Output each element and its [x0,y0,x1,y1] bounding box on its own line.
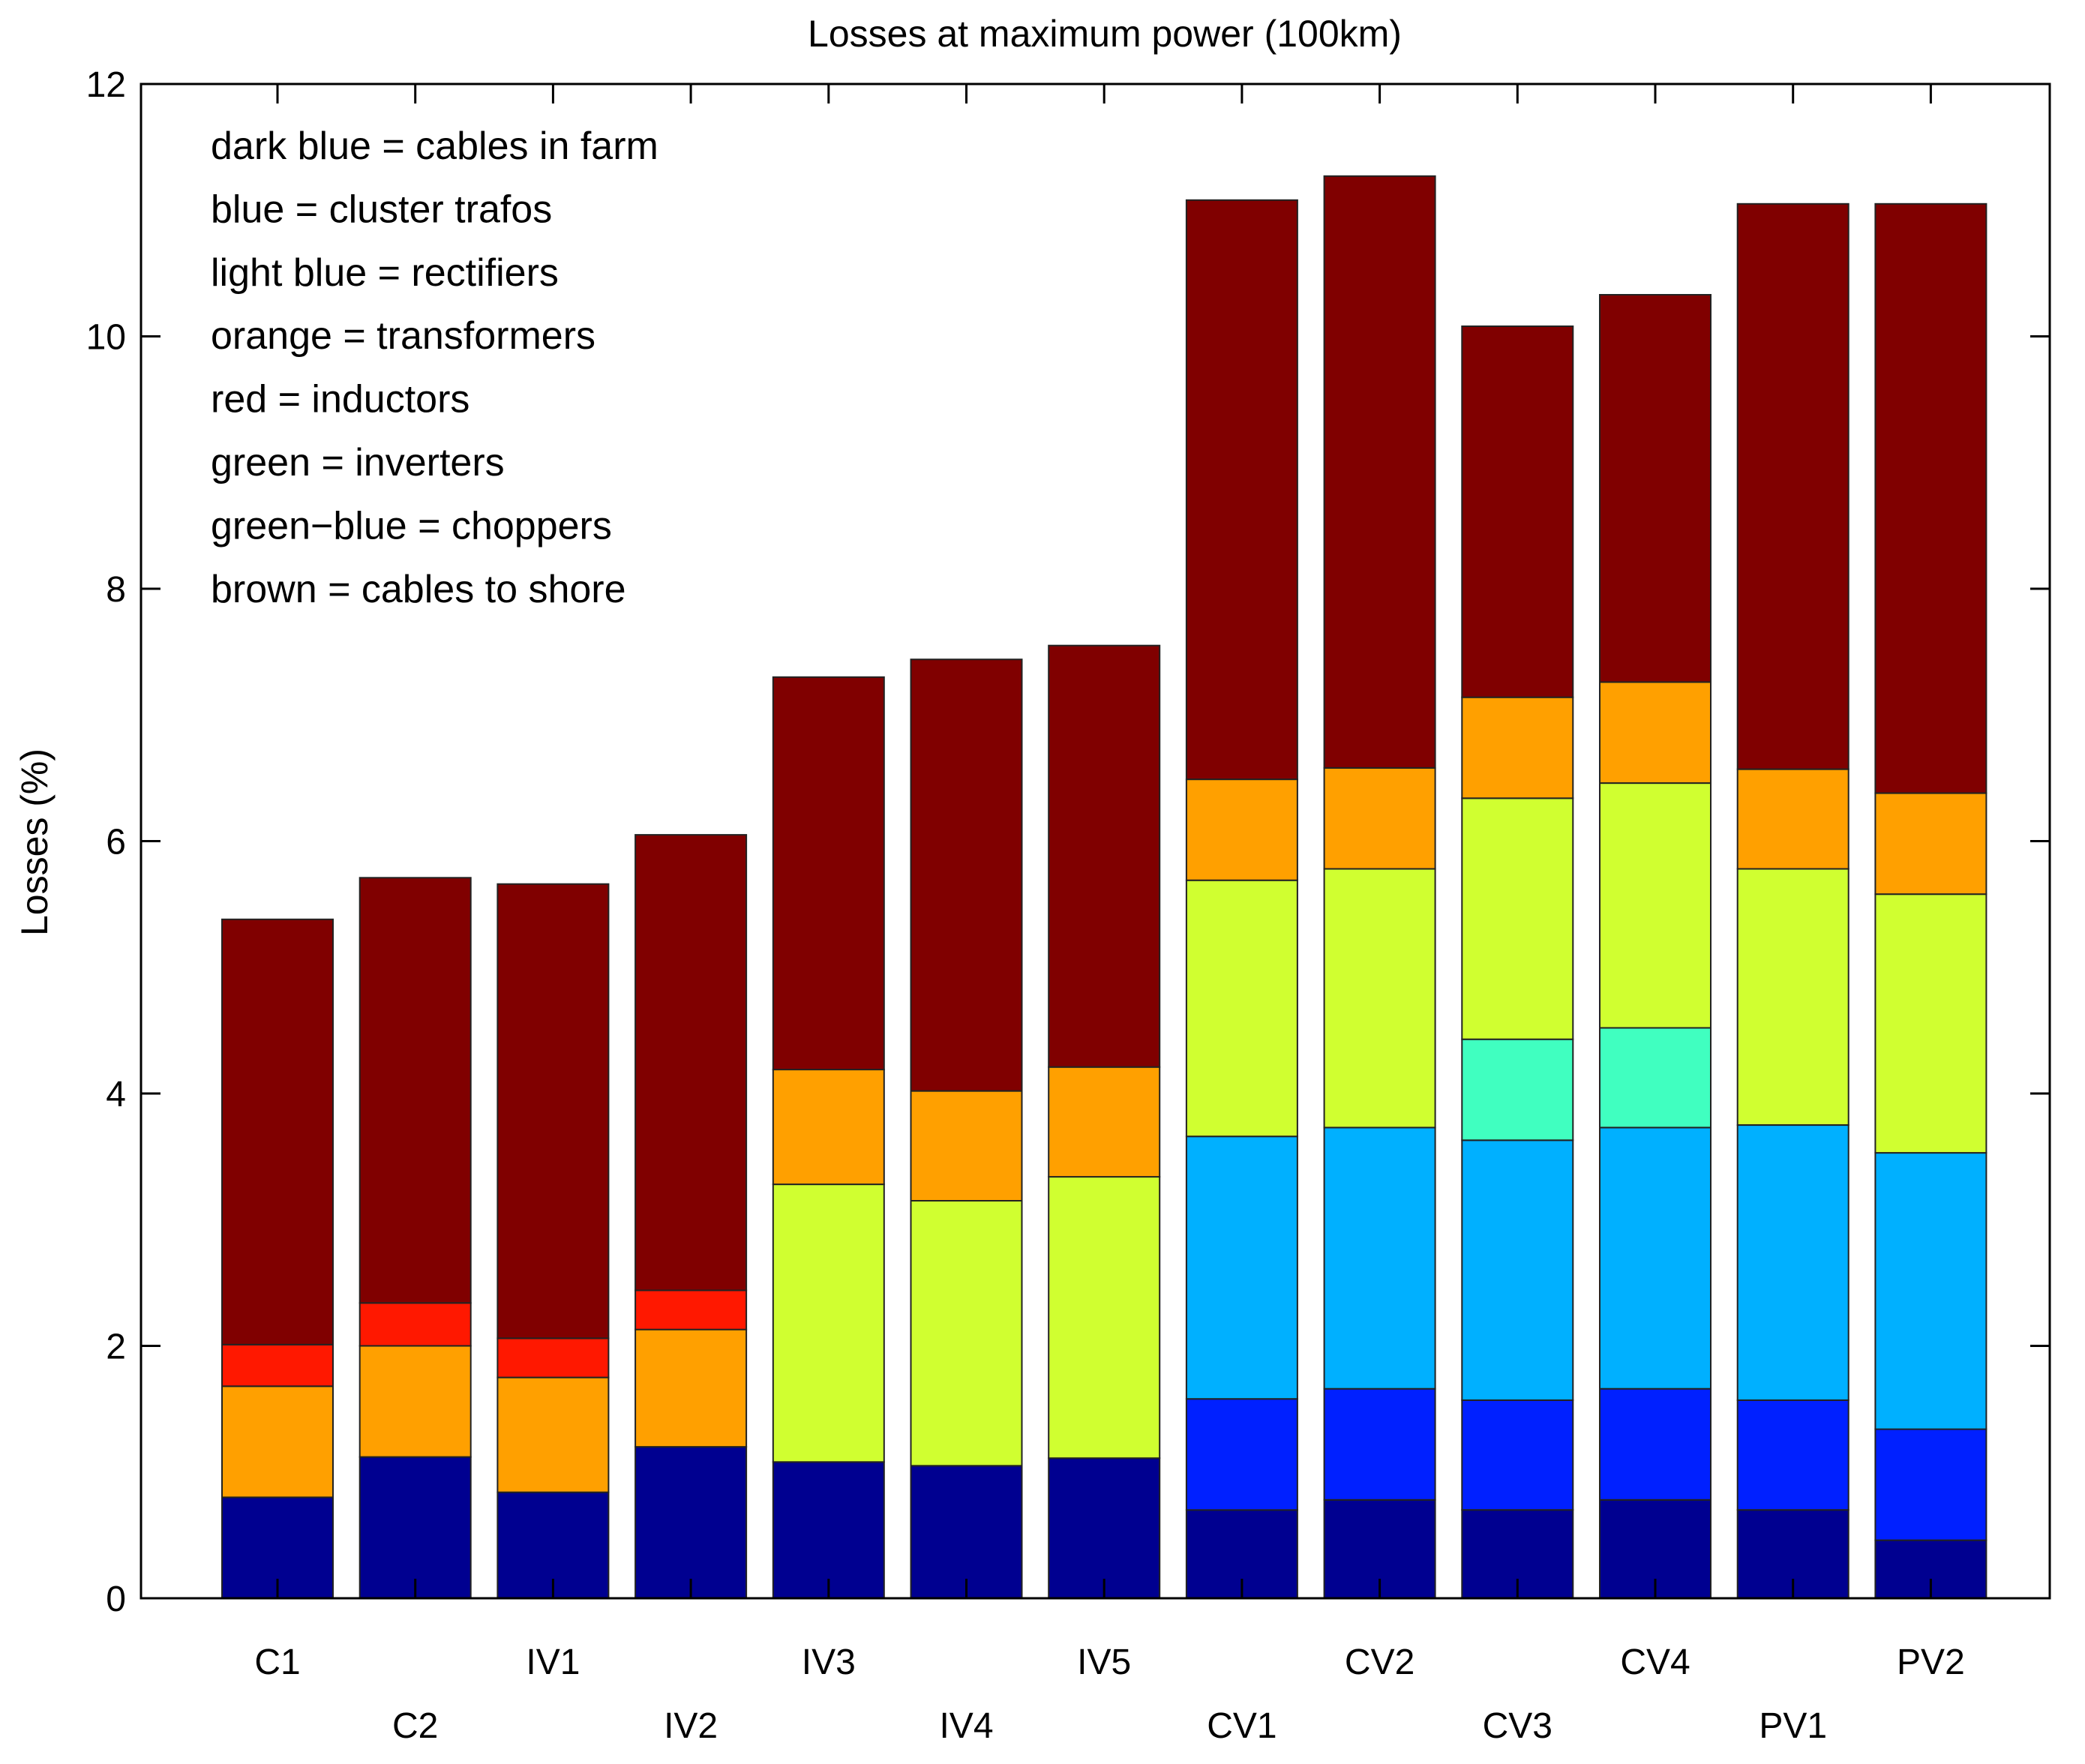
y-tick-label: 0 [106,1580,126,1619]
bar-segment-cv3-cables-to-shore [1461,326,1574,698]
legend-line-4: orange = transformers [211,314,596,358]
bar-segment-cv2-cluster-trafos [1323,1388,1436,1501]
x-tick-label-cv2: CV2 [1345,1642,1414,1682]
bar-segment-iv4-inverters [910,1200,1023,1467]
bar-segment-iv4-cables-to-shore [910,658,1023,1092]
bar-segment-pv2-inverters [1874,893,1988,1154]
bar-segment-cv2-cables-to-shore [1323,175,1436,769]
x-axis: C1 C2 IV1 IV2 IV3 IV4 IV5 CV1 CV2 CV3 CV4 PV1 PV2 [254,84,1965,1746]
x-tick-label-iv2: IV2 [664,1706,718,1746]
bar-segment-iv5-cables-to-shore [1048,644,1161,1068]
bar-segment-iv1-cables-to-shore [496,883,610,1340]
bar-segment-iv2-cables-to-shore [634,834,748,1292]
y-axis: 0 2 4 6 8 10 12 [86,65,2050,1619]
legend-line-6: green = inverters [211,441,505,484]
bar-segment-iv5-inverters [1048,1176,1161,1460]
y-tick-label: 6 [106,823,126,862]
bar-segment-pv2-rectifiers [1874,1152,1988,1430]
bar-segment-cv4-cluster-trafos [1599,1388,1712,1501]
bar-segment-cv2-inverters [1323,868,1436,1129]
legend-line-7: green−blue = choppers [211,504,612,548]
bar-segment-pv1-inverters [1736,868,1850,1126]
chart-title: Losses at maximum power (100km) [808,13,1402,55]
legend-line-5: red = inductors [211,378,470,422]
bar-segment-cv3-transformers [1461,696,1574,800]
bar-segment-cv1-rectifiers [1185,1136,1298,1400]
bar-segment-c1-inductors [221,1343,334,1388]
y-tick-label: 2 [106,1328,126,1367]
y-tick-label: 10 [86,318,126,358]
x-tick-label-iv4: IV4 [939,1706,993,1746]
x-tick-label-cv4: CV4 [1620,1642,1690,1682]
bar-segment-pv1-rectifiers [1736,1124,1850,1401]
bar-segment-cv3-cluster-trafos [1461,1399,1574,1511]
bar-segment-cv1-cables-to-shore [1185,199,1298,781]
bar-segment-cv1-inverters [1185,879,1298,1138]
y-tick-label: 12 [86,65,126,105]
bar-segment-iv1-transformers [496,1376,610,1493]
x-tick-label-iv3: IV3 [802,1642,856,1682]
bar-segment-iv5-transformers [1048,1066,1161,1178]
x-tick-label-cv3: CV3 [1483,1706,1552,1746]
x-tick-label-cv1: CV1 [1207,1706,1276,1746]
legend-line-2: blue = cluster trafos [211,188,552,231]
bar-segment-cv3-choppers [1461,1038,1574,1142]
x-tick-label-iv5: IV5 [1077,1642,1131,1682]
bar-segment-cv1-transformers [1185,778,1298,881]
x-tick-label-c2: C2 [392,1706,438,1746]
x-tick-label-c1: C1 [254,1642,300,1682]
legend-line-3: light blue = rectifiers [211,251,559,295]
bar-segment-c2-cables-in-farm [358,1456,472,1599]
bar-segment-pv2-cluster-trafos [1874,1428,1988,1541]
x-tick-label-iv1: IV1 [526,1642,580,1682]
bar-segment-c1-cables-to-shore [221,918,334,1346]
bar-segment-iv2-inductors [634,1289,748,1330]
bar-segment-iv4-cables-in-farm [910,1465,1023,1600]
bar-segment-c2-transformers [358,1345,472,1458]
bar-segment-iv2-transformers [634,1328,748,1448]
x-tick-label-pv1: PV1 [1759,1706,1827,1746]
bar-segment-iv3-transformers [772,1069,885,1186]
y-axis-label: Losses (%) [14,748,56,936]
y-tick-label: 8 [106,570,126,610]
legend-text: dark blue = cables in farm blue = cluster… [211,124,658,611]
bar-segment-cv3-inverters [1461,797,1574,1040]
bar-segment-cv4-rectifiers [1599,1126,1712,1390]
bar-segment-iv3-cables-in-farm [772,1461,885,1600]
bar-segment-pv2-cables-to-shore [1874,202,1988,794]
bar-segment-cv2-rectifiers [1323,1126,1436,1390]
x-tick-label-pv2: PV2 [1897,1642,1965,1682]
legend-line-1: dark blue = cables in farm [211,124,658,168]
bars-group [221,175,1988,1600]
legend-line-8: brown = cables to shore [211,568,626,611]
bar-segment-iv3-inverters [772,1184,885,1463]
bar-segment-cv1-cluster-trafos [1185,1398,1298,1511]
bar-segment-cv3-rectifiers [1461,1139,1574,1401]
bar-segment-iv1-inductors [496,1337,610,1378]
bar-segment-cv4-cables-to-shore [1599,294,1712,683]
bar-segment-iv2-cables-in-farm [634,1446,748,1599]
bar-segment-cv4-choppers [1599,1027,1712,1129]
bar-segment-c2-inductors [358,1302,472,1347]
bar-segment-iv4-transformers [910,1090,1023,1202]
bar-segment-cv2-transformers [1323,766,1436,870]
bar-segment-iv3-cables-to-shore [772,676,885,1071]
bar-segment-iv5-cables-in-farm [1048,1457,1161,1599]
bar-segment-pv2-transformers [1874,792,1988,896]
bar-segment-pv1-transformers [1736,768,1850,870]
bar-segment-pv1-cables-to-shore [1736,202,1850,770]
bar-segment-c2-cables-to-shore [358,877,472,1304]
bar-segment-pv1-cluster-trafos [1736,1399,1850,1511]
y-tick-label: 4 [106,1075,126,1114]
bar-segment-cv4-transformers [1599,681,1712,784]
bar-segment-c1-transformers [221,1385,334,1498]
bar-segment-cv4-inverters [1599,782,1712,1029]
